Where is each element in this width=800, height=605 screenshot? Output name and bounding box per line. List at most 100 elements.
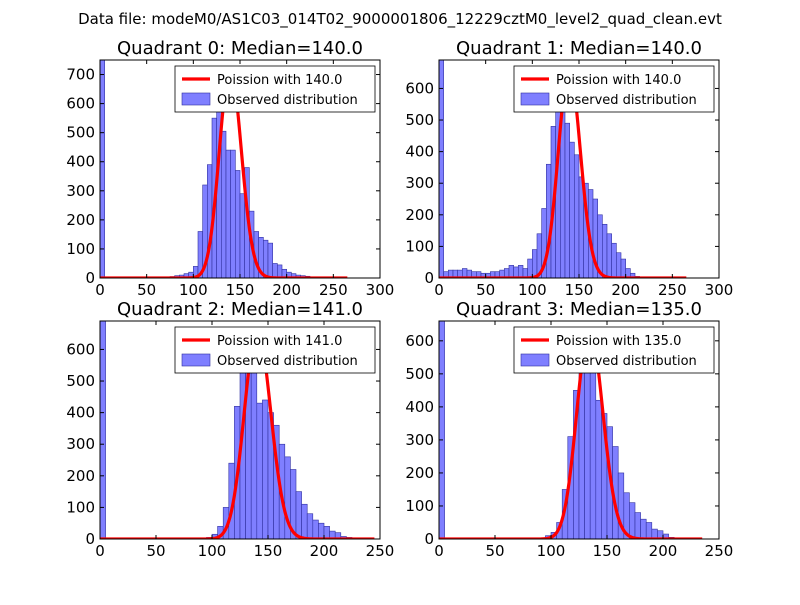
y-tick-label: 100	[66, 498, 95, 516]
histogram-bar	[100, 321, 106, 539]
legend: Poission with 140.0 Observed distribution	[174, 65, 376, 113]
histogram-bar	[272, 263, 278, 278]
histogram-bar	[439, 321, 445, 539]
histogram-bar	[629, 502, 636, 539]
y-tick-label: 500	[66, 124, 95, 142]
x-tick-label: 300	[705, 281, 734, 299]
histogram-bar	[262, 399, 269, 539]
y-tick-label: 200	[405, 464, 434, 482]
histogram-bar	[532, 249, 538, 278]
x-tick-label: 50	[485, 542, 504, 560]
histogram-bar	[640, 518, 647, 539]
panel-title: Quadrant 2: Median=141.0	[117, 299, 363, 320]
histogram-bar	[602, 223, 608, 278]
y-tick-label: 300	[66, 182, 95, 200]
legend-observed-label: Observed distribution	[217, 93, 358, 108]
histogram-bar	[645, 522, 653, 539]
legend: Poission with 140.0 Observed distribution	[513, 65, 715, 113]
histogram-bar	[611, 242, 617, 278]
axes-frame	[438, 320, 720, 540]
quadrant-1-panel: Quadrant 1: Median=140.0 0 50 100 150 200 250 3…	[405, 38, 733, 299]
y-tick-label: 600	[405, 79, 434, 97]
x-tick-label: 150	[565, 281, 594, 299]
y-tick-label: 600	[405, 332, 434, 350]
panel-title: Quadrant 1: Median=140.0	[456, 38, 702, 59]
legend: Poission with 135.0 Observed distribution	[513, 326, 715, 374]
histogram-bar	[295, 491, 302, 539]
x-tick-label: 300	[366, 281, 395, 299]
histogram-bar	[564, 122, 570, 278]
legend-bar-swatch	[520, 353, 550, 367]
legend: Poission with 141.0 Observed distribution	[174, 326, 376, 374]
y-tick-label: 0	[85, 530, 95, 548]
y-tick-label: 400	[66, 153, 95, 171]
legend-poisson-label: Poission with 140.0	[556, 73, 681, 88]
histogram-bar	[235, 170, 241, 278]
histogram-bar	[584, 353, 591, 539]
legend-box	[513, 326, 715, 374]
x-tick-label: 150	[254, 542, 283, 560]
legend-poisson-label: Poission with 135.0	[556, 334, 681, 349]
legend-observed-label: Observed distribution	[217, 354, 358, 369]
legend-observed-label: Observed distribution	[556, 93, 697, 108]
histogram-bar	[634, 512, 641, 539]
y-tick-label: 500	[405, 111, 434, 129]
x-tick-label: 150	[593, 542, 622, 560]
y-tick-label: 100	[405, 497, 434, 515]
histogram-bar	[277, 264, 283, 278]
x-tick-label: 250	[705, 542, 734, 560]
quadrant-2-panel: Quadrant 2: Median=141.0 0 50 100 150 200 250 0…	[66, 299, 394, 560]
histogram-bar	[508, 265, 514, 278]
histogram-bar	[301, 503, 308, 539]
x-tick-label: 150	[226, 281, 255, 299]
y-tick-label: 500	[405, 365, 434, 383]
y-tick-label: 200	[405, 206, 434, 224]
y-tick-label: 300	[66, 435, 95, 453]
histogram-bar	[513, 266, 519, 278]
histogram-bar	[267, 242, 273, 278]
x-tick-label: 200	[272, 281, 301, 299]
histogram-bar	[239, 193, 245, 278]
legend-poisson-label: Poission with 140.0	[217, 73, 342, 88]
x-tick-label: 0	[434, 542, 444, 560]
y-tick-label: 0	[85, 269, 95, 287]
y-tick-label: 400	[405, 398, 434, 416]
histogram-bar	[256, 402, 263, 539]
histogram-bar	[100, 60, 105, 278]
legend-bar-swatch	[181, 353, 211, 367]
histogram-bar	[574, 154, 580, 278]
histogram-bar	[518, 265, 524, 278]
histogram-bar	[263, 239, 269, 278]
x-tick-label: 200	[611, 281, 640, 299]
x-tick-label: 250	[658, 281, 687, 299]
histogram-bar	[225, 149, 231, 278]
poisson-curve	[100, 328, 375, 539]
y-tick-label: 300	[405, 431, 434, 449]
y-tick-label: 0	[424, 269, 434, 287]
legend-poisson-label: Poission with 141.0	[217, 334, 342, 349]
histogram-bar	[606, 233, 612, 278]
x-tick-label: 100	[198, 542, 227, 560]
legend-bar-swatch	[520, 92, 550, 106]
y-tick-label: 500	[66, 372, 95, 390]
histogram-bar	[312, 519, 319, 539]
histogram-bar	[318, 522, 325, 539]
x-tick-label: 100	[537, 542, 566, 560]
histogram-bars	[439, 321, 686, 539]
histogram-bar	[306, 513, 314, 539]
y-tick-label: 200	[66, 467, 95, 485]
histogram-bar	[595, 399, 602, 539]
y-tick-label: 600	[66, 340, 95, 358]
x-tick-label: 100	[179, 281, 208, 299]
histogram-bars	[439, 60, 654, 278]
histogram-bar	[230, 149, 236, 278]
y-tick-label: 400	[66, 404, 95, 422]
x-tick-label: 50	[476, 281, 495, 299]
x-tick-label: 0	[95, 281, 105, 299]
x-tick-label: 50	[137, 281, 156, 299]
quadrant-3-panel: Quadrant 3: Median=135.0 0 50 100 150 200 250 0…	[405, 299, 733, 560]
y-tick-label: 200	[66, 211, 95, 229]
y-tick-label: 0	[424, 530, 434, 548]
